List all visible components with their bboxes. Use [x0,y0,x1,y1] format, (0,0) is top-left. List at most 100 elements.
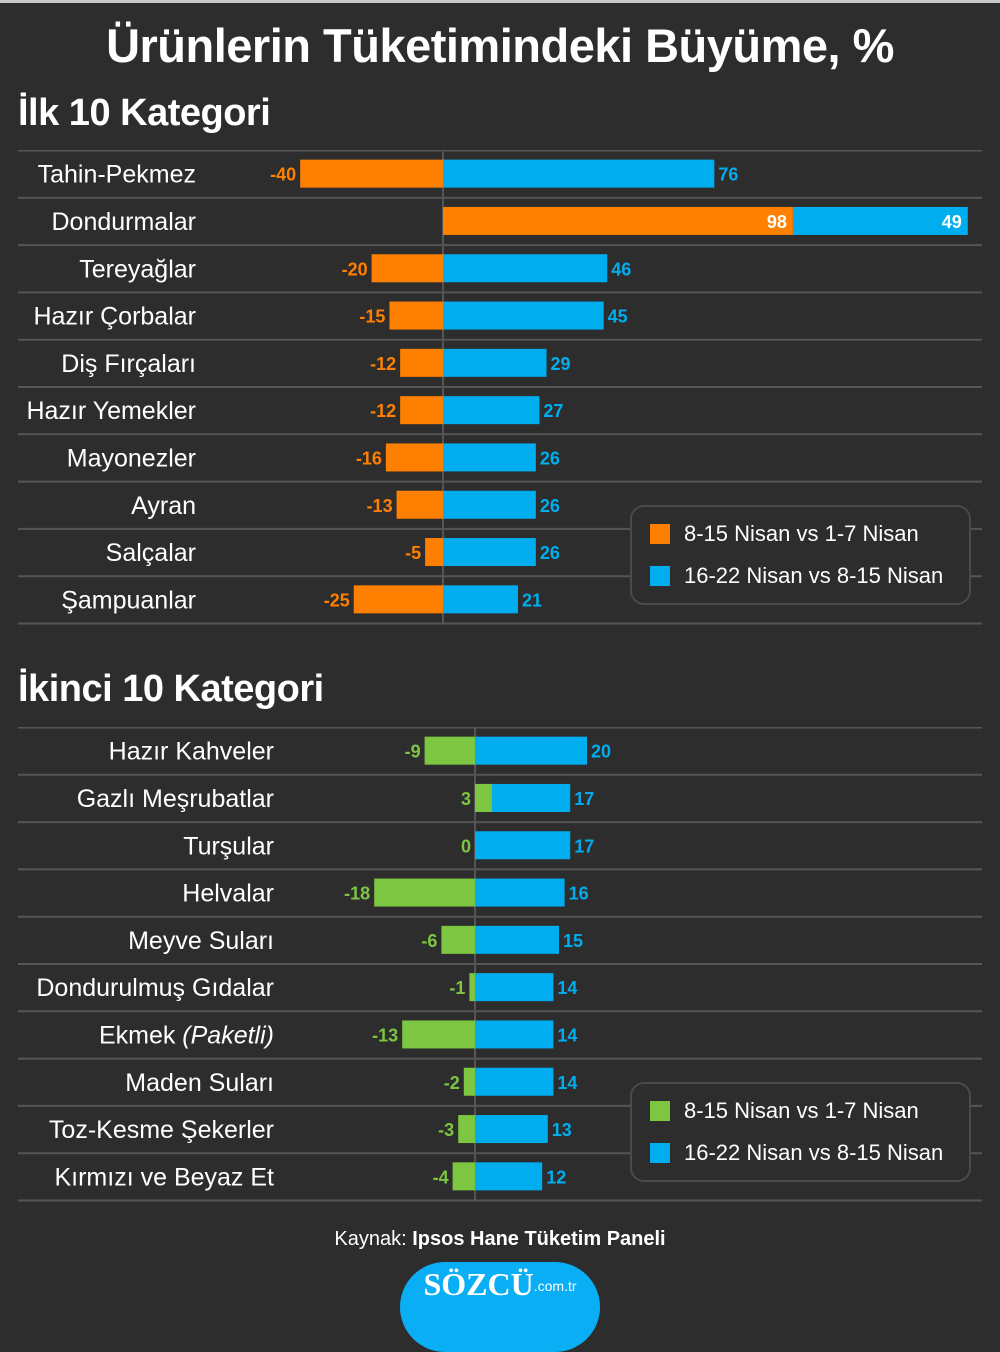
bar-series-2 [443,585,518,614]
chart-second-10: Hazır Kahveler -9 20 Gazlı Meşrubatlar 3 17 Tu… [18,727,982,1202]
legend-label: 8-15 Nisan vs 1-7 Nisan [684,1098,919,1123]
bar-series-2 [475,1067,554,1096]
value-label-series-2: 26 [540,543,560,563]
bar-series-2 [443,254,608,283]
value-label-series-2: 20 [591,742,611,762]
category-label: Meyve Suları [128,927,274,955]
value-label-series-1: -25 [324,590,350,610]
category-label: Maden Suları [125,1069,274,1097]
legend-label: 8-15 Nisan vs 1-7 Nisan [684,521,919,546]
value-label-series-1: -12 [370,354,396,374]
value-label-series-2: 13 [552,1120,572,1140]
value-label-series-2: 14 [557,1025,577,1045]
page-title: Ürünlerin Tüketimindeki Büyüme, % [106,19,894,72]
value-label-series-2: 26 [540,448,560,468]
legend-swatch-blue [650,566,670,586]
legend-item: 8-15 Nisan vs 1-7 Nisan [632,1090,969,1132]
category-label: Toz-Kesme Şekerler [49,1116,274,1144]
bar-series-2 [475,925,559,954]
logo-domain: .com.tr [533,1278,577,1294]
value-label-series-2: 45 [608,307,628,327]
bar-series-2 [443,490,536,519]
bar-series-2 [443,159,715,188]
bar-series-2 [443,443,536,472]
category-label: Salçalar [106,539,196,567]
value-label-series-1: 98 [767,212,787,232]
legend-item: 16-22 Nisan vs 8-15 Nisan [632,1132,969,1174]
value-label-series-1: -3 [438,1120,454,1140]
value-label-series-1: -13 [372,1025,398,1045]
value-label-series-1: -15 [359,307,385,327]
bar-series-1 [385,443,443,472]
bar-series-1 [389,301,443,330]
value-label-series-1: -16 [356,448,382,468]
category-label: Diş Fırçaları [61,350,196,378]
legend-first: 8-15 Nisan vs 1-7 Nisan 16-22 Nisan vs 8… [630,505,971,605]
section-title-first: İlk 10 Kategori [18,92,271,134]
source-label: Kaynak: [334,1228,407,1250]
bar-series-2 [475,973,554,1002]
legend-swatch-green [650,1101,670,1121]
legend-label: 16-22 Nisan vs 8-15 Nisan [684,563,944,588]
bar-series-1 [441,925,475,954]
source-name: Ipsos Hane Tüketim Paneli [412,1228,666,1250]
bar-series-1 [463,1067,475,1096]
bar-series-1 [374,878,475,907]
category-label: Mayonezler [67,444,196,472]
value-label-series-2: 16 [569,884,589,904]
bar-series-1 [400,396,443,425]
bar-series-1 [300,159,443,188]
value-label-series-1: -5 [405,543,421,563]
category-label: Kırmızı ve Beyaz Et [54,1163,274,1191]
category-label: Dondurulmuş Gıdalar [36,974,274,1002]
bar-series-1 [402,1020,475,1049]
bar-series-1 [424,736,475,765]
legend-item: 8-15 Nisan vs 1-7 Nisan [632,513,969,555]
category-label: Dondurmalar [51,208,196,236]
value-label-series-2: 14 [557,978,577,998]
value-label-series-1: -20 [342,259,368,279]
category-note: (Paketli) [175,1021,274,1049]
bar-series-1 [371,254,443,283]
bar-series-2 [475,831,571,860]
bar-series-1 [400,348,443,377]
bar-series-1 [452,1162,475,1191]
bar-series-2 [443,396,540,425]
sozcu-logo[interactable]: SÖZCÜ.com.tr [400,1262,600,1352]
value-label-series-1: -9 [405,742,421,762]
value-label-series-1: -12 [370,401,396,421]
value-label-series-2: 29 [551,354,571,374]
value-label-series-2: 27 [543,401,563,421]
value-label-series-1: 3 [461,789,471,809]
legend-second: 8-15 Nisan vs 1-7 Nisan 16-22 Nisan vs 8… [630,1082,971,1182]
bar-series-2 [475,1115,548,1144]
category-label: Gazlı Meşrubatlar [77,785,274,813]
top-border [0,0,1000,3]
bar-series-1 [475,783,492,812]
bar-series-2 [475,1020,554,1049]
chart-first-10: Tahin-Pekmez -40 76 Dondurmalar 98 49 Tereyağl… [18,150,982,625]
category-label: Hazır Yemekler [26,397,196,425]
value-label-series-2: 21 [522,590,542,610]
category-label: Ayran [131,492,196,520]
bar-series-2 [443,538,536,567]
value-label-series-1: -18 [344,884,370,904]
category-label: Hazır Kahveler [109,738,274,766]
value-label-series-2: 17 [574,836,594,856]
value-label-series-2: 49 [942,212,962,232]
logo-text: SÖZCÜ [423,1266,534,1302]
bar-series-2 [475,736,587,765]
category-label: Tahin-Pekmez [38,161,196,189]
value-label-series-1: -6 [421,931,437,951]
bar-series-2 [792,206,968,235]
value-label-series-1: -4 [433,1167,449,1187]
value-label-series-2: 12 [546,1167,566,1187]
bar-series-2 [443,301,604,330]
value-label-series-1: -1 [449,978,465,998]
bar-series-2 [475,878,565,907]
value-label-series-1: -13 [367,496,393,516]
bar-series-1 [353,585,443,614]
legend-swatch-orange [650,524,670,544]
bar-series-1 [443,206,793,235]
bar-series-2 [443,348,547,377]
